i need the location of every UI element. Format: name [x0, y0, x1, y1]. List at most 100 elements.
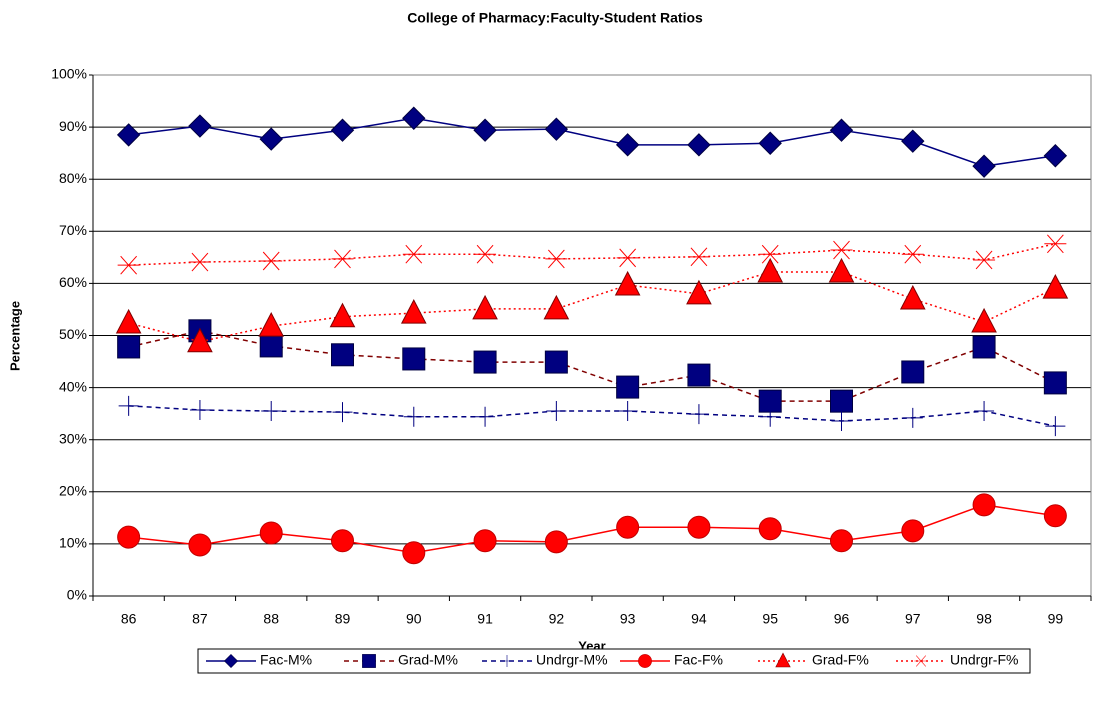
marker	[758, 517, 782, 541]
marker	[188, 114, 212, 138]
marker	[544, 117, 569, 141]
y-tick-label: 30%	[59, 430, 87, 446]
marker	[687, 515, 711, 539]
marker	[187, 327, 213, 353]
marker	[687, 133, 711, 157]
marker	[332, 402, 353, 423]
x-tick-label: 94	[691, 611, 707, 627]
marker	[830, 240, 853, 260]
legend-box	[197, 648, 1031, 674]
marker	[1045, 416, 1066, 437]
marker	[117, 525, 141, 549]
marker	[402, 244, 425, 264]
legend-marker	[223, 653, 239, 669]
marker	[829, 118, 854, 142]
legend-marker	[500, 655, 514, 668]
series-line	[128, 504, 1056, 554]
marker	[115, 308, 142, 334]
y-tick-label: 40%	[59, 378, 87, 394]
marker	[830, 389, 853, 413]
marker	[830, 529, 853, 553]
marker	[759, 244, 782, 264]
x-tick-label: 93	[620, 611, 636, 627]
marker	[473, 118, 497, 142]
legend-label: Grad-F%	[812, 652, 869, 668]
marker	[828, 257, 855, 283]
marker	[116, 123, 141, 147]
marker	[546, 401, 567, 422]
x-tick-label: 92	[549, 611, 565, 627]
marker	[402, 541, 426, 565]
x-tick-label: 88	[263, 611, 279, 627]
marker	[972, 335, 996, 359]
marker	[1042, 274, 1069, 299]
marker	[614, 270, 641, 296]
marker	[1043, 371, 1067, 395]
x-tick-label: 97	[905, 611, 921, 627]
marker	[474, 244, 497, 264]
marker	[329, 302, 356, 328]
marker	[473, 350, 497, 374]
marker	[686, 279, 712, 305]
marker	[331, 343, 354, 367]
marker	[1044, 234, 1067, 254]
marker	[473, 529, 497, 553]
marker	[543, 294, 570, 320]
chart-title: College of Pharmacy:Faculty-Student Rati…	[407, 10, 703, 26]
marker	[616, 248, 639, 268]
y-tick-label: 100%	[51, 66, 87, 82]
marker	[260, 251, 283, 271]
marker	[189, 400, 210, 421]
marker	[331, 249, 354, 269]
legend-label: Fac-F%	[674, 652, 723, 668]
marker	[757, 257, 784, 283]
marker	[544, 350, 568, 374]
x-tick-label: 98	[976, 611, 992, 627]
marker	[402, 347, 426, 371]
legend-label: Fac-M%	[260, 652, 312, 668]
y-tick-label: 70%	[59, 222, 87, 238]
y-tick-label: 90%	[59, 118, 87, 134]
legend-marker	[362, 654, 376, 668]
y-tick-label: 50%	[59, 326, 87, 342]
marker	[472, 294, 498, 320]
marker	[831, 410, 852, 431]
marker	[901, 244, 924, 264]
legend-label: Undrgr-M%	[536, 652, 608, 668]
marker	[972, 154, 996, 178]
legend-label: Undrgr-F%	[950, 652, 1018, 668]
y-tick-label: 80%	[59, 170, 87, 186]
legend-label: Grad-M%	[398, 652, 458, 668]
marker	[971, 307, 997, 333]
marker	[118, 395, 139, 416]
marker	[616, 375, 640, 399]
marker	[901, 360, 925, 384]
marker	[475, 406, 496, 427]
series-line	[128, 330, 1056, 402]
marker	[615, 133, 640, 157]
x-tick-label: 91	[477, 611, 493, 627]
series-line	[128, 117, 1056, 167]
marker	[258, 312, 285, 337]
marker	[259, 127, 283, 151]
marker	[617, 401, 638, 422]
marker	[1043, 504, 1067, 528]
marker	[188, 533, 212, 557]
legend-marker	[638, 654, 652, 668]
marker	[330, 118, 355, 142]
x-tick-label: 87	[192, 611, 208, 627]
marker	[261, 401, 282, 422]
y-tick-label: 10%	[59, 535, 87, 551]
marker	[117, 335, 141, 359]
marker	[117, 255, 140, 275]
marker	[760, 406, 781, 427]
marker	[687, 363, 711, 387]
marker	[687, 247, 710, 267]
x-tick-label: 99	[1048, 611, 1064, 627]
y-tick-label: 60%	[59, 274, 87, 290]
marker	[974, 401, 995, 422]
marker	[259, 334, 283, 358]
marker	[901, 129, 925, 153]
series-line	[128, 271, 1056, 343]
